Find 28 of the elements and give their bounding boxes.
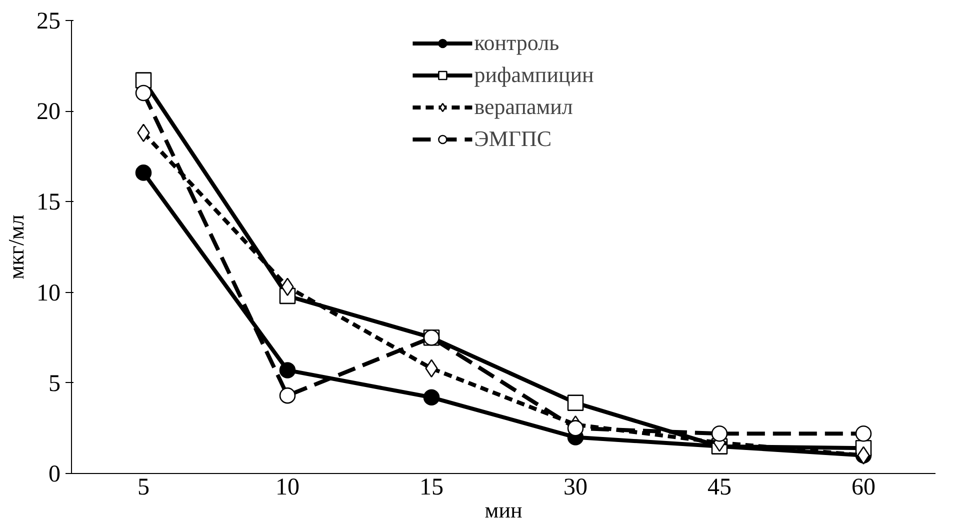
legend-label: ЭМГПС	[474, 126, 552, 152]
y-tick-label: 0	[48, 462, 60, 488]
point	[135, 84, 152, 102]
y-tick-label: 5	[48, 370, 60, 397]
point	[279, 362, 296, 378]
x-tick-label: 30	[564, 474, 588, 500]
legend-label: контроль	[474, 30, 560, 56]
x-tick-label: 15	[420, 474, 444, 500]
point	[711, 426, 728, 442]
x-tick-label: 60	[852, 474, 876, 500]
y-axis-title: мкг/мл	[4, 214, 28, 280]
point	[855, 426, 872, 442]
point	[279, 387, 296, 404]
y-tick-label: 10	[36, 280, 60, 306]
point	[137, 124, 150, 142]
x-tick-label: 10	[276, 474, 300, 500]
point	[423, 389, 440, 406]
x-tick-label: 5	[138, 474, 150, 500]
y-tick-label: 25	[36, 8, 60, 34]
x-tick-label: 45	[708, 474, 732, 500]
legend-label: верапамил	[474, 94, 573, 120]
legend-label: рифампицин	[474, 62, 594, 88]
y-tick-label: 15	[36, 190, 60, 216]
y-tick-label: 20	[36, 99, 60, 126]
x-axis-title: мин	[484, 498, 522, 522]
point	[567, 394, 584, 411]
point	[567, 420, 584, 436]
point	[135, 164, 152, 181]
